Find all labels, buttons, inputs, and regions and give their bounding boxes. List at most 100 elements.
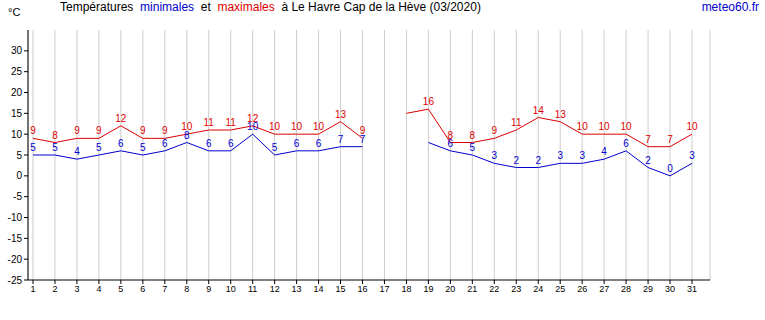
svg-text:11: 11 (226, 117, 237, 128)
svg-text:13: 13 (555, 109, 567, 120)
svg-text:14: 14 (533, 105, 545, 116)
svg-text:5: 5 (470, 142, 476, 153)
svg-text:23: 23 (511, 284, 521, 294)
svg-text:10: 10 (11, 129, 23, 140)
svg-text:13: 13 (292, 284, 302, 294)
svg-text:21: 21 (467, 284, 477, 294)
svg-text:0: 0 (16, 170, 22, 181)
svg-text:10: 10 (291, 121, 303, 132)
svg-text:-5: -5 (13, 191, 22, 202)
svg-text:3: 3 (689, 150, 695, 161)
svg-text:12: 12 (270, 284, 280, 294)
svg-text:17: 17 (379, 284, 389, 294)
svg-text:4: 4 (74, 146, 80, 157)
svg-text:10: 10 (269, 121, 281, 132)
svg-text:16: 16 (357, 284, 367, 294)
svg-text:3: 3 (74, 284, 79, 294)
svg-text:-15: -15 (8, 233, 22, 244)
svg-text:16: 16 (423, 96, 435, 107)
svg-text:5: 5 (118, 284, 123, 294)
svg-text:6: 6 (294, 138, 300, 149)
svg-text:11: 11 (204, 117, 215, 128)
svg-text:26: 26 (577, 284, 587, 294)
svg-text:15: 15 (11, 108, 23, 119)
html-text:°C: °C (8, 6, 21, 18)
svg-text:8: 8 (52, 130, 58, 141)
svg-text:27: 27 (599, 284, 609, 294)
svg-text:22: 22 (489, 284, 499, 294)
svg-text:6: 6 (316, 138, 322, 149)
svg-text:24: 24 (533, 284, 543, 294)
svg-text:9: 9 (30, 125, 36, 136)
svg-text:30: 30 (11, 45, 23, 56)
svg-text:2: 2 (52, 284, 57, 294)
svg-text:31: 31 (687, 284, 697, 294)
svg-text:9: 9 (492, 125, 498, 136)
svg-text:6: 6 (623, 138, 629, 149)
svg-text:9: 9 (74, 125, 80, 136)
svg-text:6: 6 (118, 138, 124, 149)
svg-text:-10: -10 (8, 212, 22, 223)
svg-text:12: 12 (115, 113, 127, 124)
html-text:Températures minimales et maxi: Températures minimales et maximales à Le… (60, 0, 481, 14)
svg-text:10: 10 (313, 121, 325, 132)
svg-text:3: 3 (579, 150, 585, 161)
svg-text:4: 4 (601, 146, 607, 157)
svg-text:20: 20 (445, 284, 455, 294)
svg-text:15: 15 (336, 284, 346, 294)
svg-text:12: 12 (247, 113, 259, 124)
svg-text:10: 10 (577, 121, 589, 132)
svg-text:5: 5 (30, 142, 36, 153)
svg-text:5: 5 (16, 150, 22, 161)
svg-text:7: 7 (162, 284, 167, 294)
svg-text:4: 4 (96, 284, 101, 294)
svg-text:28: 28 (621, 284, 631, 294)
svg-text:10: 10 (247, 121, 259, 133)
svg-text:5: 5 (140, 142, 146, 153)
svg-text:2: 2 (513, 155, 519, 166)
svg-text:6: 6 (140, 284, 145, 294)
svg-text:11: 11 (511, 117, 522, 128)
svg-text:25: 25 (11, 66, 23, 77)
svg-text:8: 8 (184, 284, 189, 294)
svg-text:10: 10 (181, 121, 193, 132)
svg-text:9: 9 (206, 284, 211, 294)
svg-text:8: 8 (470, 130, 476, 141)
svg-text:10: 10 (599, 121, 611, 132)
svg-text:2: 2 (535, 155, 541, 166)
svg-text:-20: -20 (8, 254, 22, 265)
svg-text:6: 6 (162, 138, 168, 149)
svg-text:9: 9 (360, 125, 366, 136)
svg-text:7: 7 (667, 134, 673, 145)
svg-text:14: 14 (314, 284, 324, 294)
svg-text:19: 19 (423, 284, 433, 294)
svg-text:10: 10 (686, 121, 698, 132)
svg-text:3: 3 (557, 150, 563, 161)
svg-text:29: 29 (643, 284, 653, 294)
svg-text:5: 5 (272, 142, 278, 153)
svg-text:9: 9 (96, 125, 102, 136)
svg-text:11: 11 (248, 284, 257, 294)
svg-text:0: 0 (667, 163, 673, 174)
svg-text:18: 18 (401, 284, 411, 294)
svg-text:13: 13 (335, 109, 347, 120)
svg-text:-25: -25 (8, 275, 22, 286)
svg-text:9: 9 (140, 125, 146, 136)
svg-text:2: 2 (645, 155, 651, 166)
svg-text:9: 9 (162, 125, 168, 136)
svg-text:10: 10 (226, 284, 236, 294)
svg-text:25: 25 (555, 284, 565, 294)
svg-text:3: 3 (492, 150, 498, 161)
svg-text:8: 8 (448, 130, 454, 141)
svg-text:20: 20 (11, 87, 23, 98)
svg-text:1: 1 (30, 284, 35, 294)
svg-text:6: 6 (228, 138, 234, 149)
svg-text:10: 10 (621, 121, 633, 132)
svg-text:7: 7 (645, 134, 651, 145)
svg-text:6: 6 (206, 138, 212, 149)
html-text:meteo60.fr: meteo60.fr (701, 0, 759, 14)
svg-text:5: 5 (96, 142, 102, 153)
svg-text:30: 30 (665, 284, 675, 294)
svg-text:7: 7 (338, 134, 344, 145)
svg-text:5: 5 (52, 142, 58, 153)
